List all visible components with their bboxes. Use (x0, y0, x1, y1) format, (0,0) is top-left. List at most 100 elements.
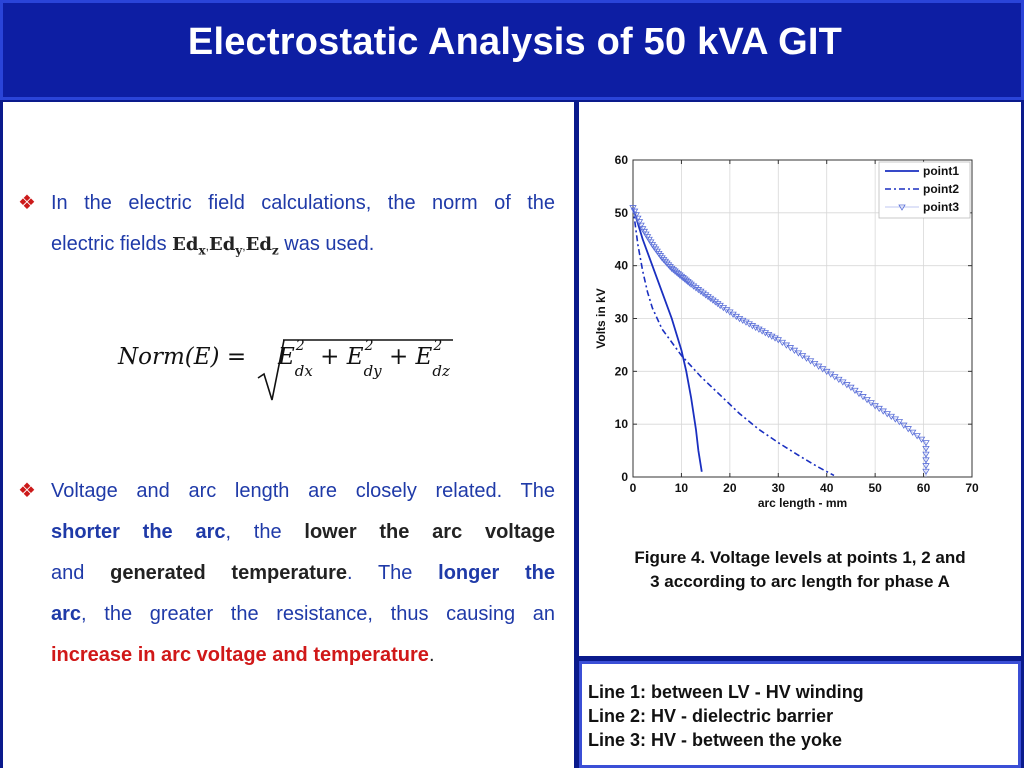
generated-temp-text: generated temperature (110, 562, 348, 584)
bullet1-line1: In the electric field calculations, the … (51, 192, 555, 214)
series-marker-point3 (913, 433, 921, 440)
series-marker-point3 (694, 287, 703, 294)
series-line-point2 (632, 207, 835, 477)
left-text-panel: ❖ In the electric field calculations, th… (3, 102, 574, 768)
series-marker-point3 (685, 280, 694, 287)
arc-text: arc (51, 603, 82, 625)
legend-marker (898, 204, 906, 211)
series-marker-point3 (922, 445, 930, 453)
bullet-block-2: ❖ Voltage and arc length are closely rel… (18, 471, 563, 691)
series-marker-point3 (900, 422, 908, 429)
note-line2: Line 2: HV - dielectric barrier (588, 706, 834, 726)
ed-z-term: Edz (245, 234, 279, 258)
series-marker-point3 (661, 258, 669, 266)
x-tick-label: 50 (868, 481, 882, 495)
bullet1-line2-pre: electric fields (51, 233, 173, 255)
y-tick-label: 60 (615, 153, 629, 167)
series-marker-point3 (895, 419, 904, 426)
figure-caption: Figure 4. Voltage levels at points 1, 2 … (579, 546, 1021, 594)
legend-label: point2 (923, 182, 959, 196)
increase-text: increase in arc voltage and temperature (51, 644, 429, 666)
figure-panel: 0 10 20 30 40 50 60 70 0 10 20 30 40 50 60 arc length -… (579, 102, 1021, 656)
series-marker-point3 (659, 257, 668, 264)
series-marker-point3 (658, 255, 666, 262)
series-line-point1 (632, 207, 703, 472)
diamond-bullet-icon: ❖ (18, 480, 36, 502)
series-marker-point3 (706, 295, 715, 303)
series-marker-point3 (704, 294, 712, 301)
series-marker-point3 (764, 331, 773, 339)
series-marker-point3 (922, 457, 930, 464)
y-tick-label: 0 (621, 470, 628, 484)
y-tick-label: 40 (615, 259, 629, 273)
y-axis-label: Volts in kV (594, 288, 608, 348)
series-marker-point3 (709, 297, 717, 304)
formula-rhs: E 2 dx + E 2 dy + E 2 dz (278, 338, 450, 380)
shorter-arc-text: shorter the arc (51, 521, 226, 543)
slide-title: Electrostatic Analysis of 50 kVA GIT (187, 21, 843, 63)
x-tick-label: 10 (675, 481, 689, 495)
series-marker-point3 (855, 390, 863, 398)
series-marker-point3 (714, 301, 722, 308)
bullet-text-1: In the electric field calculations, the … (51, 183, 555, 272)
x-tick-label: 70 (965, 481, 979, 495)
series-marker-point3 (863, 397, 871, 404)
lower-voltage-text: lower the arc voltage (304, 521, 555, 543)
series-marker-point3 (701, 292, 710, 299)
series-marker-point3 (689, 283, 698, 290)
y-tick-label: 30 (615, 312, 629, 326)
series-marker-point3 (922, 440, 930, 447)
y-tick-label: 10 (615, 417, 629, 431)
series-marker-point3 (635, 219, 644, 226)
bullet-block-1: ❖ In the electric field calculations, th… (18, 183, 563, 273)
series-marker-point3 (637, 222, 645, 229)
norm-formula: Norm(E) = E 2 dx + E 2 dy + E 2 dz (118, 338, 453, 401)
series-marker-point3 (663, 260, 671, 267)
series-marker-point3 (922, 468, 930, 476)
series-marker-point3 (664, 262, 673, 269)
note-line3: Line 3: HV - between the yoke (588, 730, 843, 750)
series-marker-point3 (630, 208, 639, 215)
series-marker-point3 (867, 400, 875, 407)
series-line-point3 (632, 207, 927, 477)
formula-lhs: Norm(E) = (118, 344, 247, 370)
x-tick-label: 20 (723, 481, 737, 495)
bullet-text-2: Voltage and arc length are closely relat… (51, 480, 555, 666)
ed-x-term: Edx (172, 234, 206, 258)
note-line1: Line 1: between LV - HV winding (588, 682, 864, 702)
series-marker-point3 (735, 316, 744, 323)
series-marker-point3 (851, 387, 859, 395)
caption-line1: Figure 4. Voltage levels at points 1, 2 … (634, 548, 966, 567)
series-marker-point3 (687, 281, 695, 288)
series-marker-point3 (768, 333, 776, 340)
series-marker-point3 (699, 290, 707, 297)
series-marker-point3 (742, 319, 750, 326)
diamond-bullet-icon: ❖ (18, 192, 36, 214)
x-tick-label: 0 (630, 481, 637, 495)
series-marker-point3 (748, 323, 757, 330)
series-marker-point3 (859, 394, 867, 401)
series-marker-point3 (629, 205, 637, 212)
series-marker-point3 (666, 264, 674, 271)
comma: , (205, 239, 209, 253)
radical-bar (283, 339, 453, 341)
longer-text: longer the (438, 562, 555, 584)
series-marker-point3 (697, 288, 705, 295)
series-marker-point3 (922, 463, 930, 470)
series-marker-point3 (632, 212, 640, 219)
ed-y-term: Edy (208, 234, 243, 258)
series-marker-point3 (739, 317, 747, 325)
comma: , (242, 239, 246, 253)
radical-sign-icon (257, 339, 285, 401)
series-marker-point3 (634, 215, 642, 222)
x-tick-label: 60 (917, 481, 931, 495)
series-marker-point3 (922, 451, 930, 458)
series-marker-point3 (751, 324, 760, 332)
line-legend-panel: Line 1: between LV - HV winding Line 2: … (579, 661, 1021, 768)
slide-header: Electrostatic Analysis of 50 kVA GIT (0, 0, 1024, 100)
y-tick-label: 20 (615, 364, 629, 378)
series-marker-point3 (908, 429, 917, 436)
series-marker-point3 (711, 299, 720, 306)
x-axis-label: arc length - mm (758, 496, 847, 510)
x-tick-label: 30 (772, 481, 786, 495)
